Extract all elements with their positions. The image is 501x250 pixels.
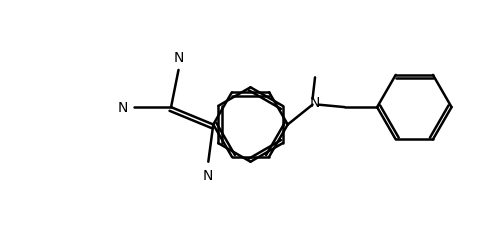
Text: N: N [203, 168, 213, 182]
Text: N: N [173, 51, 184, 65]
Text: N: N [118, 101, 128, 115]
Text: N: N [310, 96, 320, 110]
